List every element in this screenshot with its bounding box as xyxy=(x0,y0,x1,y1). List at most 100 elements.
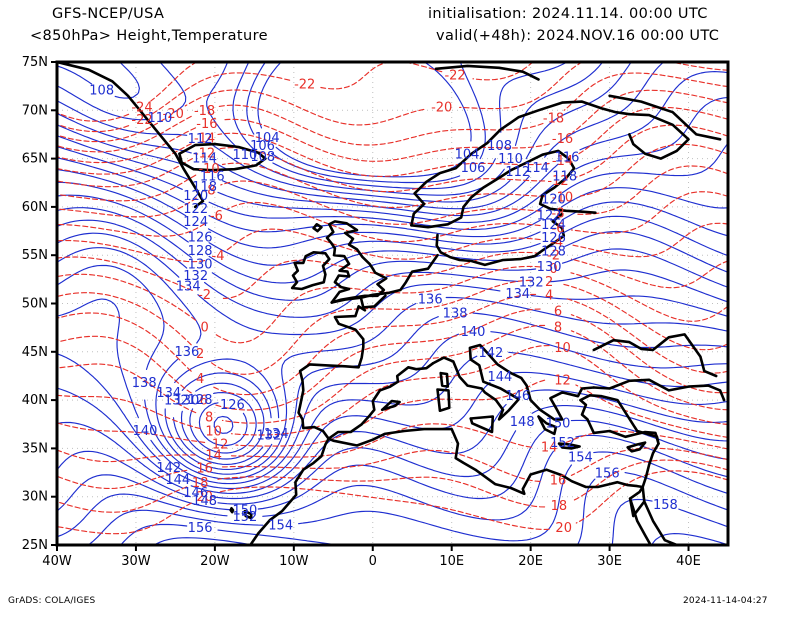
height-contour-line xyxy=(57,194,189,243)
temperature-contour-line xyxy=(57,127,197,164)
temperature-contour-line xyxy=(150,72,291,116)
coastline xyxy=(325,220,388,304)
temperature-contour-line xyxy=(221,324,546,424)
temperature-contour-label: 20 xyxy=(196,490,213,505)
temperature-contour-line xyxy=(57,223,206,237)
height-contour-line xyxy=(57,247,202,344)
axis-tick-labels: 40W 30W 20W 10W 0 10E 20E 30E 40E 25N 30N 35N 40N 45N… xyxy=(22,55,701,569)
temperature-contour-label: 10 xyxy=(205,425,222,440)
height-contour-line xyxy=(57,298,139,419)
height-contour-label: 132 xyxy=(164,394,189,409)
height-contour-label: 132 xyxy=(256,429,281,444)
height-contour-line xyxy=(57,169,187,217)
temperature-contour-line xyxy=(57,174,197,202)
height-contour-line xyxy=(57,124,201,172)
x-tick-label: 30E xyxy=(597,554,622,569)
x-tick-label: 20E xyxy=(518,554,543,569)
temperature-contour-label: 0 xyxy=(200,320,208,335)
temperature-contour-line xyxy=(57,240,206,263)
height-contour-line xyxy=(548,269,728,303)
height-contour-label: 146 xyxy=(183,486,208,501)
temperature-contour-line xyxy=(575,165,728,215)
height-contour-line xyxy=(445,296,728,332)
height-contour-label: 106 xyxy=(250,139,275,154)
temperature-contour-label: -16 xyxy=(552,132,573,147)
height-contour-label: 118 xyxy=(192,180,217,195)
temperature-contour-line xyxy=(217,486,550,530)
height-contour-label: 114 xyxy=(192,151,217,166)
height-contour-line xyxy=(575,434,728,478)
temperature-contour-line xyxy=(226,228,541,260)
contour-label-group: -24-22-22-22-20-20 -18-18-16-16-14-14-12-… xyxy=(89,69,678,536)
temperature-contour-label: 12 xyxy=(212,437,229,452)
height-contour-label: 142 xyxy=(156,461,181,476)
temperature-contour-line xyxy=(57,292,192,346)
height-contour-line xyxy=(472,312,728,349)
height-contour-line xyxy=(190,381,491,494)
temperature-contour-line xyxy=(570,191,728,234)
coastline xyxy=(410,149,597,229)
coastline xyxy=(608,94,722,141)
temperature-contour-label: 10 xyxy=(554,341,571,356)
height-contour-label: 112 xyxy=(505,165,530,180)
height-contour-label: 120 xyxy=(541,192,566,207)
temperature-contour-line xyxy=(57,449,197,463)
y-tick-label: 75N xyxy=(22,55,48,70)
height-contour-line xyxy=(57,146,183,190)
temperature-contour-label: -12 xyxy=(547,174,568,189)
temperature-contour-line xyxy=(221,449,541,483)
height-contour-line xyxy=(164,408,210,468)
x-tick-label: 10E xyxy=(439,554,464,569)
temperature-contour-label: -18 xyxy=(543,112,564,127)
header-level-field-label: <850hPa> Height,Temperature xyxy=(30,28,268,44)
height-contour-line xyxy=(678,508,728,528)
temperature-contour-line xyxy=(57,502,192,535)
height-contour-line xyxy=(272,158,496,190)
temperature-contour-label: 8 xyxy=(205,411,213,426)
temperature-contour-line xyxy=(570,314,728,394)
temperature-contour-line xyxy=(57,123,130,133)
temperature-contour-line xyxy=(570,447,728,476)
height-contour-line xyxy=(57,207,192,258)
height-contour-label: 110 xyxy=(147,111,172,126)
temperature-contour-label: -10 xyxy=(552,191,573,206)
temperature-contour-line xyxy=(57,394,201,430)
temperature-contour-line xyxy=(566,298,728,374)
height-contour-label: 148 xyxy=(192,494,217,509)
header-model-label: GFS-NCEP/USA xyxy=(52,6,165,22)
height-contour-line xyxy=(262,450,555,521)
height-contour-label: 130 xyxy=(188,258,213,273)
temperature-contour-line xyxy=(220,180,542,225)
temperature-contour-line xyxy=(570,272,728,322)
coastline xyxy=(434,64,540,81)
temperature-contour-label: 2 xyxy=(545,275,553,290)
temperature-contour-line xyxy=(320,62,391,90)
height-contour-label: 140 xyxy=(461,325,486,340)
temperature-contour-label: 14 xyxy=(541,441,558,456)
x-tick-label: 10W xyxy=(279,554,309,569)
height-contour-label: 134 xyxy=(176,279,201,294)
temperature-contour-label: -14 xyxy=(552,154,573,169)
temperature-contour-line xyxy=(472,62,534,81)
temperature-contour-line xyxy=(230,345,550,436)
height-contour-label: 118 xyxy=(552,170,577,185)
temperature-contour-line xyxy=(184,89,425,126)
y-tick-label: 70N xyxy=(22,103,48,118)
coastline xyxy=(643,500,678,545)
height-contour-line xyxy=(650,533,728,545)
height-contour-label: 126 xyxy=(188,231,213,246)
coastline xyxy=(707,384,726,402)
height-contour-label: 114 xyxy=(524,161,549,176)
coastline xyxy=(435,212,566,267)
height-contour-line xyxy=(57,232,180,278)
height-contour-label: 138 xyxy=(132,376,157,391)
y-tick-label: 40N xyxy=(22,393,48,408)
temperature-contour-line xyxy=(575,106,728,156)
height-contour-line xyxy=(512,371,728,405)
height-contour-line xyxy=(57,112,192,154)
coastline xyxy=(410,100,631,227)
temperature-contour-line xyxy=(575,470,728,524)
temperature-contour-label: -2 xyxy=(198,288,211,303)
height-contour-line xyxy=(120,523,188,545)
